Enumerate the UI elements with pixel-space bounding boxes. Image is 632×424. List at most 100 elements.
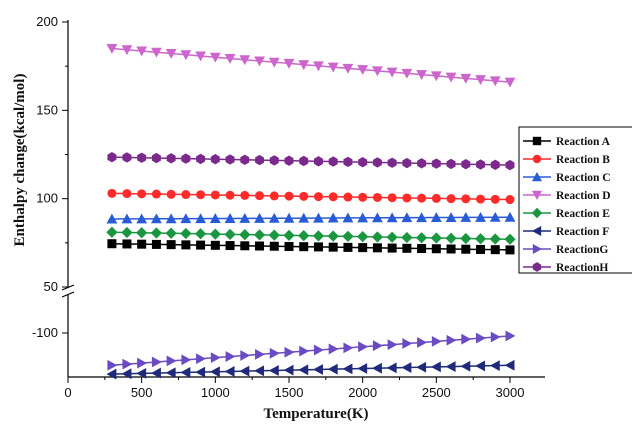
data-point (151, 189, 161, 199)
legend-item: ReactionG (523, 243, 608, 256)
data-point (209, 213, 221, 224)
data-point (137, 189, 147, 199)
data-point (122, 189, 132, 199)
data-point (298, 60, 310, 71)
data-point (313, 156, 323, 167)
data-point (460, 212, 472, 222)
data-point (313, 364, 323, 375)
data-point (136, 213, 148, 224)
data-point (180, 50, 192, 61)
legend-marker (531, 190, 543, 201)
data-point (107, 188, 117, 198)
data-point (461, 333, 472, 345)
data-point (137, 152, 147, 163)
data-point (165, 367, 176, 379)
series-6 (106, 359, 515, 380)
data-point (386, 67, 398, 78)
data-point (225, 190, 235, 200)
data-point (210, 190, 220, 200)
data-point (357, 363, 368, 374)
data-point (313, 212, 324, 223)
data-point (401, 231, 413, 244)
data-point (490, 245, 500, 255)
data-point (372, 212, 383, 223)
data-point (165, 48, 177, 59)
data-point (343, 192, 353, 202)
data-point (415, 232, 428, 244)
data-point (372, 243, 382, 253)
series-line (111, 335, 511, 367)
legend-label: Reaction D (556, 190, 611, 202)
x-tick-label: 2500 (422, 385, 451, 400)
data-point (313, 344, 324, 356)
data-point (225, 154, 235, 165)
data-point (209, 52, 221, 63)
data-point (358, 192, 368, 202)
data-point (254, 212, 265, 223)
y-tick-label: 200 (36, 14, 58, 29)
legend-marker (532, 154, 542, 164)
data-point (255, 191, 265, 201)
data-point (358, 156, 368, 168)
data-point (151, 213, 162, 224)
data-point (313, 192, 323, 202)
data-point (106, 44, 118, 54)
data-point (489, 233, 501, 245)
data-point (387, 157, 397, 168)
y-tick-label: -100 (32, 325, 58, 340)
legend-marker (531, 207, 543, 219)
x-tick-label: 2000 (348, 385, 377, 400)
data-point (402, 193, 412, 203)
data-point (446, 158, 456, 170)
data-point (151, 47, 162, 58)
x-tick-label: 3000 (496, 385, 525, 400)
data-point (255, 348, 265, 360)
data-point (122, 239, 132, 249)
data-point (430, 361, 441, 373)
series-4 (106, 44, 516, 88)
data-point (165, 227, 177, 239)
data-point (283, 364, 294, 376)
data-point (255, 154, 265, 166)
data-point (342, 230, 354, 243)
x-tick-label: 1500 (275, 385, 304, 400)
data-point (445, 361, 456, 372)
data-point (283, 229, 295, 242)
legend-label: ReactionH (556, 262, 608, 274)
data-point (107, 239, 117, 249)
data-point (151, 152, 161, 164)
data-point (430, 212, 442, 223)
data-point (136, 227, 148, 239)
data-point (284, 155, 294, 166)
x-tick-label: 0 (64, 385, 71, 400)
data-point (180, 367, 191, 378)
series-line (111, 47, 511, 83)
legend-item: Reaction B (523, 154, 610, 166)
data-point (122, 358, 133, 370)
data-point (476, 244, 486, 254)
data-point (196, 190, 206, 200)
data-point (461, 194, 471, 204)
series-line (111, 156, 511, 166)
data-point (475, 360, 486, 372)
data-point (372, 362, 382, 374)
data-point (107, 359, 118, 371)
data-point (372, 340, 383, 352)
data-point (239, 55, 251, 66)
data-point (195, 213, 206, 224)
data-point (402, 338, 413, 349)
data-point (343, 156, 353, 168)
data-point (225, 351, 236, 362)
data-point (195, 51, 206, 62)
data-point (342, 212, 354, 223)
data-point (402, 243, 412, 253)
data-point (224, 366, 235, 377)
data-point (328, 156, 338, 167)
legend-marker (532, 243, 543, 255)
data-point (446, 194, 456, 204)
data-point (196, 153, 206, 165)
data-point (490, 194, 500, 204)
data-point (505, 245, 515, 255)
data-point (343, 342, 354, 354)
data-point (283, 58, 295, 69)
